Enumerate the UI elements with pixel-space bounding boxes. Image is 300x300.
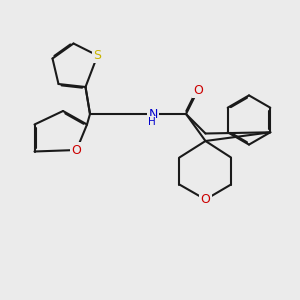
Text: O: O bbox=[201, 193, 210, 206]
Text: O: O bbox=[72, 143, 81, 157]
Text: O: O bbox=[193, 83, 203, 97]
Text: S: S bbox=[94, 49, 101, 62]
Text: H: H bbox=[148, 117, 155, 128]
Text: N: N bbox=[148, 107, 158, 121]
